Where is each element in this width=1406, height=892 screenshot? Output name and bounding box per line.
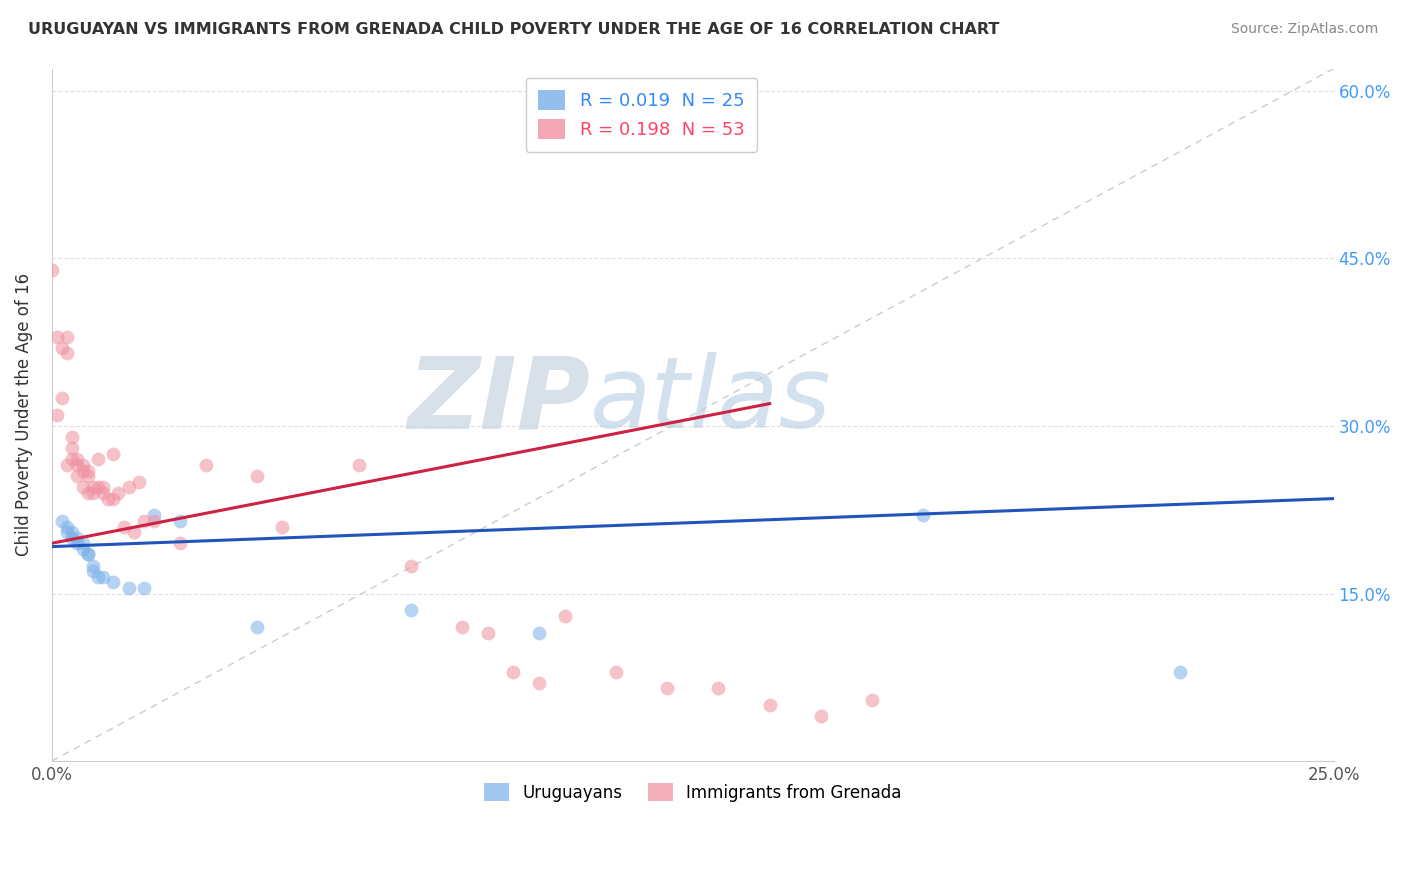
Point (707, 681, 730, 696)
Point (246, 620, 269, 634)
Point (72, 458, 94, 472)
Point (45, 329, 67, 343)
Text: Source: ZipAtlas.com: Source: ZipAtlas.com (1230, 22, 1378, 37)
Point (143, 508, 166, 523)
Point (87, 480, 110, 494)
Point (66, 531, 89, 545)
Point (60, 442, 83, 456)
Point (60, 525, 83, 540)
Point (143, 514, 166, 528)
Point (758, 698, 780, 713)
Point (45, 408, 67, 422)
Point (51, 514, 73, 528)
Point (56, 458, 79, 472)
Text: URUGUAYAN VS IMMIGRANTS FROM GRENADA CHILD POVERTY UNDER THE AGE OF 16 CORRELATI: URUGUAYAN VS IMMIGRANTS FROM GRENADA CHI… (28, 22, 1000, 37)
Y-axis label: Child Poverty Under the Age of 16: Child Poverty Under the Age of 16 (15, 273, 32, 557)
Point (82, 480, 104, 494)
Point (82, 486, 104, 500)
Point (56, 346, 79, 360)
Point (194, 458, 217, 472)
Point (132, 514, 155, 528)
Point (97, 491, 120, 506)
Point (527, 676, 550, 690)
Point (810, 709, 832, 723)
Point (66, 469, 89, 483)
Point (502, 665, 524, 679)
Point (118, 480, 141, 494)
Point (66, 452, 89, 467)
Point (103, 575, 125, 590)
Point (605, 665, 627, 679)
Point (91, 480, 114, 494)
Point (107, 486, 129, 500)
Point (60, 531, 83, 545)
Point (87, 452, 110, 467)
Point (399, 603, 422, 617)
Point (66, 458, 89, 472)
Point (122, 525, 145, 540)
Point (451, 620, 474, 634)
Point (41, 262, 63, 277)
Point (91, 570, 114, 584)
Text: atlas: atlas (591, 352, 832, 450)
Point (527, 625, 550, 640)
Point (76, 548, 98, 562)
Point (56, 329, 79, 343)
Point (118, 581, 141, 595)
Point (477, 625, 499, 640)
Point (1168, 665, 1191, 679)
Point (169, 536, 191, 550)
Point (271, 519, 294, 533)
Point (76, 464, 98, 478)
Legend: Uruguayans, Immigrants from Grenada: Uruguayans, Immigrants from Grenada (471, 770, 914, 815)
Point (72, 480, 94, 494)
Point (66, 536, 89, 550)
Point (60, 430, 83, 444)
Point (103, 491, 125, 506)
Point (76, 548, 98, 562)
Point (76, 469, 98, 483)
Point (128, 475, 150, 489)
Point (72, 536, 94, 550)
Point (112, 519, 135, 533)
Point (860, 692, 883, 706)
Point (912, 508, 935, 523)
Point (72, 464, 94, 478)
Point (103, 447, 125, 461)
Point (51, 391, 73, 405)
Point (132, 581, 155, 595)
Point (91, 486, 114, 500)
Point (399, 558, 422, 573)
Point (76, 486, 98, 500)
Point (60, 452, 83, 467)
Point (56, 525, 79, 540)
Point (553, 608, 575, 623)
Point (82, 558, 104, 573)
Point (169, 514, 191, 528)
Point (56, 519, 79, 533)
Point (87, 570, 110, 584)
Point (72, 541, 94, 556)
Point (655, 681, 678, 696)
Point (349, 458, 371, 472)
Text: ZIP: ZIP (408, 352, 591, 450)
Point (51, 341, 73, 355)
Point (82, 564, 104, 578)
Point (246, 469, 269, 483)
